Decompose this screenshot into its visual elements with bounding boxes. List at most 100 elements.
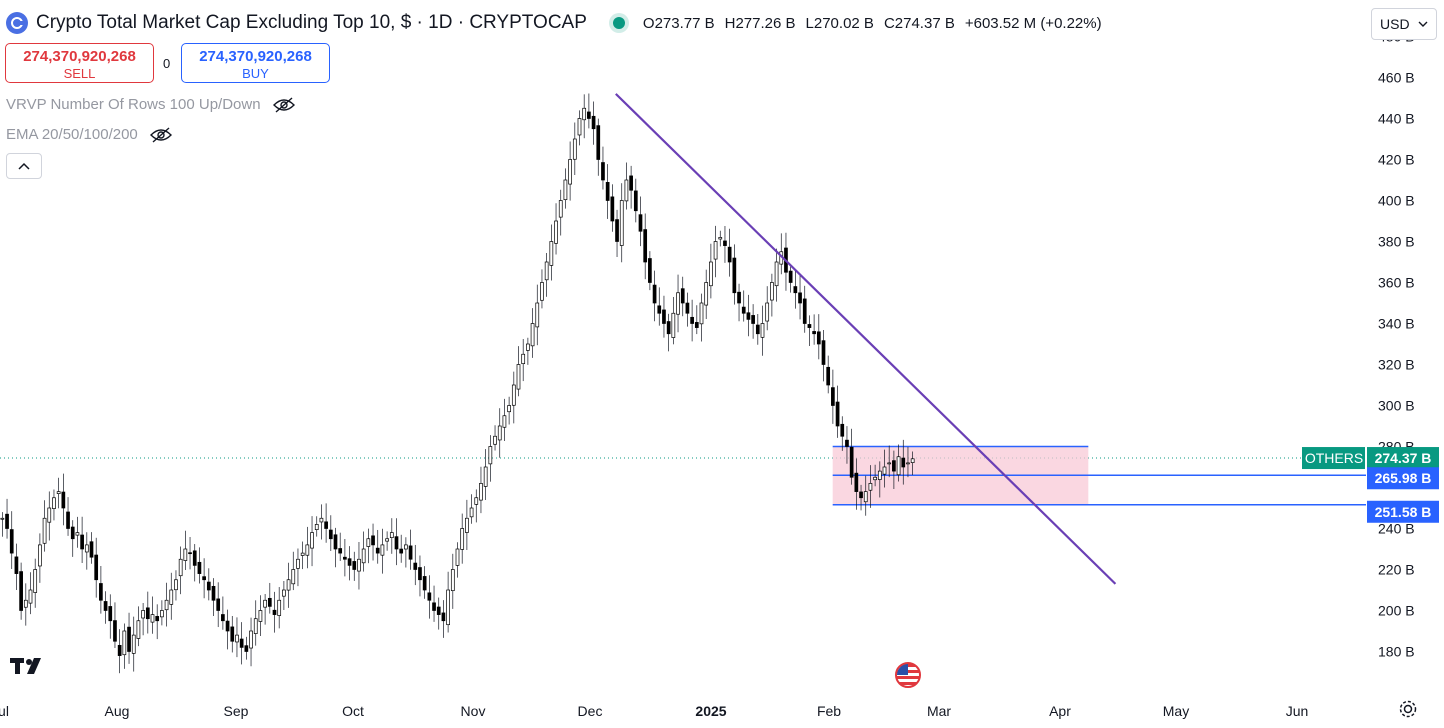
candle-body bbox=[436, 606, 441, 615]
candle-body bbox=[300, 552, 305, 556]
spread-value: 0 bbox=[163, 56, 171, 71]
candle-body bbox=[643, 229, 648, 263]
candle-body bbox=[394, 536, 399, 550]
candle-body bbox=[788, 270, 793, 283]
candle-body bbox=[432, 602, 436, 611]
gear-icon[interactable] bbox=[1398, 699, 1418, 719]
candle-body bbox=[136, 620, 141, 639]
open-value: 273.77 B bbox=[654, 14, 715, 32]
time-tick-label: Jun bbox=[1286, 703, 1309, 719]
candle-body bbox=[835, 401, 840, 427]
candle-body bbox=[80, 534, 84, 550]
candle-body bbox=[108, 606, 113, 622]
trendline[interactable] bbox=[615, 93, 1117, 585]
candle-body bbox=[605, 182, 610, 201]
candle-body bbox=[253, 618, 258, 634]
candle-body bbox=[845, 439, 849, 447]
candle-body bbox=[596, 125, 601, 160]
candle-body bbox=[849, 446, 854, 478]
candle-body bbox=[906, 462, 910, 465]
candle-body bbox=[774, 261, 779, 287]
candle-body bbox=[582, 107, 587, 121]
level-tag-label: 251.58 B bbox=[1375, 504, 1432, 520]
candle-body bbox=[310, 532, 314, 549]
candle-body bbox=[206, 581, 211, 591]
candle-body bbox=[145, 607, 150, 620]
candle-body bbox=[235, 634, 239, 643]
sell-button[interactable]: 274,370,920,268 SELL bbox=[5, 43, 154, 83]
candle-body bbox=[619, 200, 624, 246]
candle-body bbox=[615, 219, 619, 242]
candle-body bbox=[530, 323, 535, 347]
candle-body bbox=[9, 529, 14, 554]
candle-body bbox=[648, 258, 652, 283]
level-lines[interactable] bbox=[832, 445, 1366, 506]
candle-body bbox=[770, 282, 774, 301]
candle-body bbox=[676, 292, 680, 315]
candle-body bbox=[84, 544, 89, 553]
candle-body bbox=[446, 589, 450, 626]
candle-body bbox=[23, 599, 28, 608]
indicator-vrvp[interactable]: VRVP Number Of Rows 100 Up/Down bbox=[6, 96, 295, 113]
collapse-legend-button[interactable] bbox=[6, 153, 42, 179]
candle-body bbox=[150, 614, 155, 623]
currency-select[interactable]: USD bbox=[1371, 8, 1437, 40]
candle-body bbox=[666, 321, 671, 335]
candle-body bbox=[38, 544, 42, 567]
candle-body bbox=[267, 597, 272, 607]
candle-body bbox=[821, 340, 826, 365]
candle-body bbox=[0, 517, 5, 520]
time-tick-label: Mar bbox=[927, 703, 951, 719]
low-value: 270.02 B bbox=[813, 14, 874, 32]
candle-body bbox=[896, 456, 901, 476]
candle-body bbox=[343, 556, 347, 560]
candle-body bbox=[183, 548, 188, 561]
candle-body bbox=[155, 616, 160, 622]
level-tag bbox=[1367, 500, 1439, 523]
eye-crossed-icon[interactable] bbox=[272, 96, 295, 113]
time-tick-label: Dec bbox=[578, 703, 603, 719]
chart-title[interactable]: Crypto Total Market Cap Excluding Top 10… bbox=[36, 12, 587, 33]
candle-body bbox=[709, 261, 713, 287]
indicator-vrvp-label: VRVP Number Of Rows 100 Up/Down bbox=[6, 96, 261, 113]
candle-body bbox=[488, 446, 493, 465]
candle-body bbox=[732, 257, 737, 294]
time-axis[interactable]: Jul Aug Sep Oct Nov Dec 2025 Feb Mar Apr May Jun bbox=[0, 703, 1308, 719]
candle-body bbox=[572, 138, 577, 160]
price-tick-label: 220 B bbox=[1378, 562, 1415, 578]
candle-body bbox=[563, 179, 568, 201]
candle-body bbox=[399, 548, 404, 554]
candle-body bbox=[277, 599, 282, 616]
candle-body bbox=[610, 196, 615, 222]
candle-body bbox=[554, 220, 558, 244]
currency-value: USD bbox=[1380, 16, 1410, 32]
time-tick-label: May bbox=[1163, 703, 1189, 719]
candle-body bbox=[389, 532, 394, 538]
low-label: L bbox=[805, 14, 814, 32]
open-label: O bbox=[642, 14, 655, 32]
candle-body bbox=[511, 384, 516, 406]
candle-body bbox=[863, 491, 868, 503]
candle-body bbox=[56, 491, 61, 495]
candle-body bbox=[197, 561, 202, 574]
indicator-ema[interactable]: EMA 20/50/100/200 bbox=[6, 126, 172, 143]
candle-body bbox=[282, 589, 286, 597]
candle-body bbox=[502, 415, 507, 428]
candle-body bbox=[286, 579, 291, 591]
candle-body bbox=[263, 599, 267, 608]
candle-body bbox=[638, 214, 643, 232]
buy-button[interactable]: 274,370,920,268 BUY bbox=[181, 43, 330, 83]
price-tick-label: 460 B bbox=[1378, 70, 1415, 86]
candle-body bbox=[361, 548, 366, 564]
candle-body bbox=[685, 302, 690, 314]
candle-body bbox=[587, 111, 591, 119]
candle-body bbox=[113, 620, 117, 642]
candle-body bbox=[357, 558, 361, 572]
us-flag-economic-event-icon[interactable] bbox=[895, 662, 921, 688]
tradingview-logo-icon[interactable] bbox=[10, 655, 48, 683]
candle-body bbox=[877, 470, 882, 480]
eye-crossed-icon[interactable] bbox=[149, 126, 172, 143]
candle-body bbox=[164, 599, 169, 611]
